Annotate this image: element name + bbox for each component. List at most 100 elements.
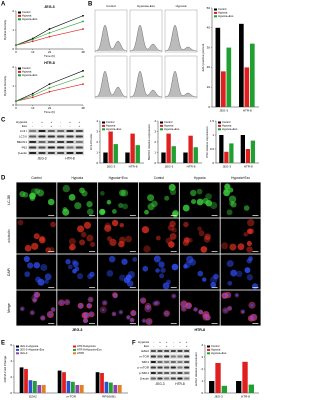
nucleus (146, 307, 150, 310)
histogram-curve (129, 70, 163, 98)
legend-swatch (18, 67, 21, 70)
bar (117, 385, 122, 393)
bar (75, 385, 80, 393)
cell (111, 209, 117, 214)
x-tick-label: 24 (48, 50, 52, 54)
blot-band (177, 366, 183, 369)
cell (142, 265, 149, 272)
legend-swatch (218, 121, 221, 124)
bar (62, 372, 66, 393)
legend-swatch (18, 18, 21, 21)
cell (50, 221, 56, 228)
cell (77, 225, 85, 233)
cell (151, 200, 158, 208)
blot-sign: + (69, 120, 71, 124)
cell (183, 264, 188, 269)
bar (239, 23, 244, 108)
blot-band (150, 350, 156, 352)
blot-sign: + (166, 344, 168, 348)
bar (193, 147, 198, 163)
x-tick-label: 0 (15, 106, 17, 110)
y-tick-label: 6 (10, 343, 12, 347)
blot-strip (150, 376, 190, 381)
blot-strip (28, 134, 84, 139)
cell (246, 258, 252, 264)
x-tick-label: HTR-8 (243, 108, 252, 112)
y-tick-label: 4 (201, 343, 203, 347)
cell (223, 189, 230, 197)
cell (121, 189, 129, 197)
cell (38, 236, 46, 244)
bar (244, 67, 250, 107)
cell (200, 246, 208, 253)
bar (24, 369, 28, 393)
blot-band (150, 366, 156, 369)
legend-label: HTR-8+Hypoxia+Exo (77, 348, 102, 352)
cell (196, 198, 204, 206)
cell (80, 231, 87, 238)
bar (248, 384, 255, 393)
histogram-title: Hypoxia (176, 4, 187, 8)
cell (251, 283, 259, 290)
row-label: LC-3B (7, 194, 11, 204)
blot-group: HTR-8 (65, 156, 75, 160)
nucleus (141, 299, 145, 302)
cell (125, 274, 132, 281)
legend-swatch (18, 11, 21, 14)
cell (108, 255, 116, 263)
cell (68, 193, 76, 201)
blot-band (75, 130, 83, 132)
data-point (82, 14, 84, 17)
blot-band (29, 135, 37, 138)
nucleus (223, 294, 226, 297)
legend-label: JEG-3+Hypoxia (20, 344, 39, 348)
nucleus (41, 316, 44, 320)
blot-protein: EZH2 (141, 349, 149, 353)
panel-label: B (88, 2, 93, 8)
cell (229, 243, 237, 251)
bar (166, 133, 171, 163)
bar (236, 381, 242, 393)
bar (66, 381, 71, 393)
blot-band (164, 366, 170, 369)
histogram-curve (129, 24, 163, 52)
y-axis-label: Optical Density (3, 19, 7, 40)
y-tick-label: 0 (212, 161, 214, 165)
blot-band (157, 366, 163, 369)
legend-swatch (18, 70, 21, 73)
bar (95, 372, 100, 393)
cell (197, 270, 204, 277)
histogram-curve (164, 70, 198, 98)
y-tick-label: 1.5 (210, 119, 215, 123)
blot-sign: + (186, 344, 188, 348)
cell (182, 239, 190, 246)
x-tick-label: 24 (48, 106, 52, 110)
y-tick-label: 50 (207, 6, 211, 10)
x-tick-label: JEG-3 (222, 164, 231, 168)
legend-label: Control (211, 344, 220, 348)
legend-label: Hypoxia (211, 348, 221, 352)
cell (62, 184, 70, 193)
x-tick-label: JEG-3 (165, 164, 174, 168)
cell (205, 199, 213, 207)
data-point (82, 20, 84, 23)
cell (44, 273, 52, 281)
cell (118, 240, 125, 248)
nucleus (146, 304, 150, 308)
blot-band (150, 377, 156, 380)
data-point (82, 83, 84, 85)
blot-protein: p-S6K1 (139, 371, 149, 375)
legend-swatch (102, 121, 105, 124)
cell (155, 235, 161, 241)
nucleus (34, 293, 37, 296)
column-label: Hypoxia (194, 176, 206, 180)
cell (246, 240, 252, 247)
blot-band (75, 146, 83, 149)
cell (227, 280, 233, 286)
cell (83, 221, 92, 229)
blot-sign: - (173, 344, 174, 348)
cell (221, 242, 229, 250)
cell (86, 201, 93, 208)
blot-band (170, 350, 176, 352)
